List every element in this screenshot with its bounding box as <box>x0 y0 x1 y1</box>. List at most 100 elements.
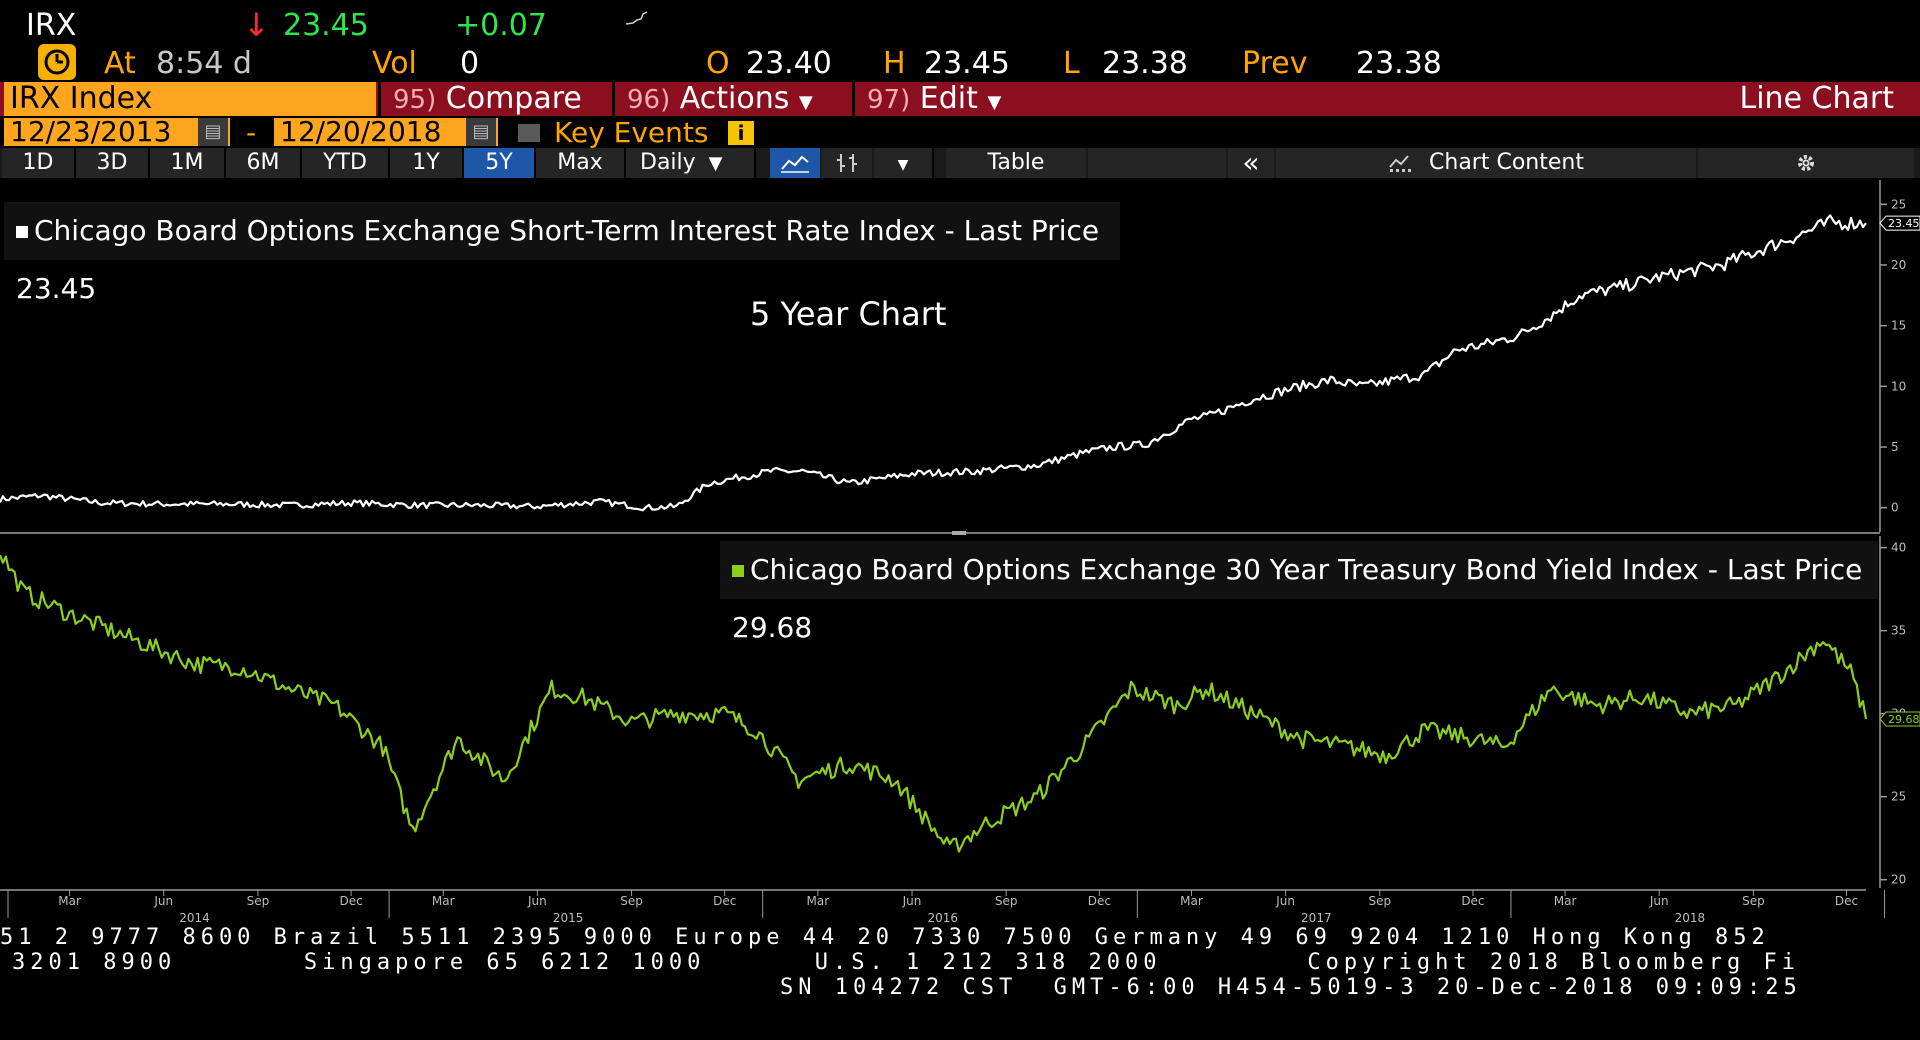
x-month-label: Mar <box>807 894 830 908</box>
high-label: H <box>883 46 906 81</box>
info-icon[interactable]: i <box>728 121 754 145</box>
edit-label: Edit <box>919 81 978 116</box>
y-tick-label: 5 <box>1891 440 1899 454</box>
x-year-label: 2014 <box>179 911 210 925</box>
footer-line-3: SN 104272 CST GMT-6:00 H454-5019-3 20-De… <box>780 975 1802 1000</box>
chevron-down-icon: ▼ <box>708 153 723 174</box>
x-month-label: Sep <box>247 894 270 908</box>
low-value: 23.38 <box>1102 46 1188 81</box>
svg-text:29.68: 29.68 <box>1888 713 1920 726</box>
bar-chart-icon[interactable] <box>822 148 872 178</box>
edit-button[interactable]: 97) Edit ▼ <box>852 82 1030 116</box>
period-ytd[interactable]: YTD <box>302 148 390 178</box>
compare-label: Compare <box>445 81 582 116</box>
at-label: At <box>104 46 136 81</box>
sparkline-icon <box>625 11 648 25</box>
x-month-label: Dec <box>339 894 362 908</box>
chart-content-label: Chart Content <box>1429 150 1584 175</box>
chevron-down-icon: ▼ <box>897 157 909 173</box>
open-label: O <box>706 46 730 81</box>
frequency-dropdown[interactable]: Daily ▼ <box>626 148 756 178</box>
y-tick-label: 10 <box>1891 379 1906 393</box>
x-month-label: Sep <box>620 894 643 908</box>
line-chart-icon[interactable] <box>770 148 820 178</box>
legend-bottom-text: Chicago Board Options Exchange 30 Year T… <box>732 553 1863 644</box>
x-month-label: Jun <box>153 894 173 908</box>
low-label: L <box>1063 46 1080 81</box>
x-month-label: Jun <box>1275 894 1295 908</box>
x-month-label: Dec <box>1088 894 1111 908</box>
gear-icon[interactable] <box>1698 148 1914 178</box>
svg-text:23.45: 23.45 <box>1888 217 1920 230</box>
collapse-icon[interactable]: « <box>1228 148 1274 178</box>
chart-content-button[interactable]: Chart Content <box>1276 148 1696 178</box>
footer-line-1: 51 2 9777 8600 Brazil 5511 2395 9000 Eur… <box>0 925 1770 950</box>
y-tick-label: 20 <box>1891 258 1906 272</box>
frequency-label: Daily <box>640 150 696 175</box>
compare-button[interactable]: 95) Compare <box>378 82 610 116</box>
period-1d[interactable]: 1D <box>2 148 76 178</box>
y-tick-label: 0 <box>1891 501 1899 515</box>
x-month-label: Mar <box>1554 894 1577 908</box>
key-events-checkbox[interactable] <box>518 124 540 142</box>
legend-swatch-white <box>16 226 28 238</box>
bottom-panel: 202530354029.68 <box>0 536 1920 888</box>
x-year-label: 2018 <box>1675 911 1706 925</box>
top-panel: 0 5 10 15 20 25 23.45 <box>0 180 1920 535</box>
tyx-series-line <box>0 554 1868 853</box>
actions-shortcut: 96) <box>627 85 671 115</box>
x-month-label: Dec <box>713 894 736 908</box>
y-tick-label: 25 <box>1891 197 1906 211</box>
period-6m[interactable]: 6M <box>226 148 302 178</box>
x-month-label: Dec <box>1461 894 1484 908</box>
down-arrow-icon: ↓ <box>243 6 270 44</box>
key-events-label: Key Events <box>554 116 709 149</box>
prev-label: Prev <box>1242 46 1308 81</box>
period-5y[interactable]: 5Y <box>464 148 536 178</box>
x-month-label: Sep <box>1742 894 1765 908</box>
chevron-down-icon: ▼ <box>987 92 1002 113</box>
x-year-label: 2017 <box>1301 911 1332 925</box>
calendar-icon[interactable]: ▤ <box>198 118 228 146</box>
chart-content-icon <box>1389 155 1412 172</box>
open-value: 23.40 <box>746 46 832 81</box>
chart-annotation: 5 Year Chart <box>750 295 947 333</box>
clock-icon[interactable] <box>38 44 76 80</box>
x-month-label: Dec <box>1835 894 1858 908</box>
x-month-label: Mar <box>1180 894 1203 908</box>
end-date-input[interactable]: 12/20/2018 <box>274 118 498 146</box>
chevron-down-icon: ▼ <box>798 92 813 113</box>
period-max[interactable]: Max <box>536 148 626 178</box>
actions-button[interactable]: 96) Actions ▼ <box>612 82 850 116</box>
x-axis: Mar Jun Sep Dec Mar Jun Sep Dec Mar Jun Sep Dec Mar J… <box>0 889 1886 925</box>
actions-label: Actions <box>679 81 790 116</box>
y-tick-label: 20 <box>1891 873 1906 887</box>
chart-type-label: Line Chart <box>1739 81 1895 116</box>
x-year-label: 2015 <box>553 911 584 925</box>
start-date-input[interactable]: 12/23/2013 <box>4 118 230 146</box>
x-month-label: Sep <box>1368 894 1391 908</box>
last-price: 23.45 <box>283 8 369 43</box>
at-time: 8:54 d <box>156 46 252 81</box>
calendar-icon[interactable]: ▤ <box>466 118 496 146</box>
security-ticker: IRX <box>26 8 77 43</box>
ticker-input[interactable]: IRX Index <box>4 82 376 116</box>
x-month-label: Jun <box>1649 894 1669 908</box>
period-1m[interactable]: 1M <box>150 148 226 178</box>
legend-swatch-green <box>732 565 744 577</box>
x-month-label: Jun <box>902 894 922 908</box>
footer-line-2: 3201 8900 Singapore 65 6212 1000 U.S. 1 … <box>12 950 1801 975</box>
last-price-tag: 23.45 <box>1879 215 1920 231</box>
x-year-label: 2016 <box>927 911 958 925</box>
chart-style-dropdown[interactable]: ▼ <box>874 148 934 178</box>
period-1y[interactable]: 1Y <box>390 148 464 178</box>
x-month-label: Mar <box>58 894 81 908</box>
period-3d[interactable]: 3D <box>76 148 150 178</box>
prev-value: 23.38 <box>1356 46 1442 81</box>
y-tick-label: 25 <box>1891 790 1906 804</box>
last-price-tag: 29.68 <box>1879 711 1920 727</box>
y-tick-label: 40 <box>1891 541 1906 555</box>
table-button[interactable]: Table <box>946 148 1086 178</box>
x-month-label: Jun <box>527 894 547 908</box>
edit-shortcut: 97) <box>867 85 911 115</box>
